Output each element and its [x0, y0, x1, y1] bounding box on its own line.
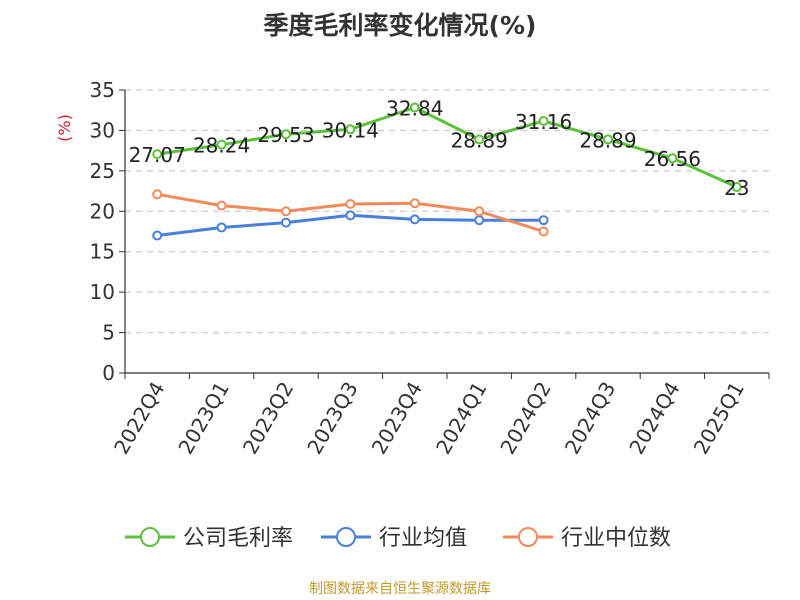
series-line — [155, 106, 739, 189]
data-label: 32.84 — [386, 96, 443, 120]
legend-label: 行业均值 — [379, 526, 467, 551]
legend-marker — [336, 527, 356, 547]
x-tick-label: 2023Q3 — [302, 378, 362, 459]
data-point — [281, 206, 291, 217]
series-lines — [152, 102, 742, 241]
source-note: 制图数据来自恒生聚源数据库 — [309, 581, 491, 597]
x-tick-label: 2024Q4 — [624, 378, 684, 459]
x-tick-label: 2023Q2 — [238, 378, 298, 459]
y-tick-label: 5 — [102, 321, 115, 345]
data-point — [409, 214, 420, 225]
data-label: 26.56 — [644, 147, 701, 171]
data-labels: 27.07 28.24 29.53 30.14 32.84 28.89 31.16 28.89… — [129, 96, 750, 200]
x-tick-label: 2024Q1 — [431, 378, 491, 459]
data-point — [216, 139, 227, 150]
data-label: 28.24 — [193, 134, 250, 158]
data-point — [538, 215, 549, 226]
data-point — [667, 153, 678, 164]
data-label: 29.53 — [257, 123, 314, 147]
data-point — [731, 182, 742, 193]
chart-title: 季度毛利率变化情况(%) — [263, 11, 537, 40]
y-tick-label: 15 — [90, 240, 115, 264]
data-point — [152, 230, 163, 241]
data-point — [345, 124, 356, 135]
data-point — [152, 149, 163, 160]
data-point — [409, 102, 420, 113]
x-tick-label: 2022Q4 — [109, 378, 169, 459]
data-label: 27.07 — [129, 143, 186, 167]
data-label: 31.16 — [515, 110, 572, 134]
y-tick-label: 35 — [90, 78, 115, 102]
data-point — [345, 210, 356, 221]
x-tick-label: 2023Q1 — [173, 378, 233, 459]
data-point — [216, 200, 227, 211]
data-point — [474, 206, 485, 217]
data-point — [152, 189, 163, 200]
data-point — [281, 129, 291, 140]
data-label: 28.89 — [451, 128, 508, 152]
data-point — [474, 215, 485, 226]
data-point — [474, 134, 485, 145]
legend-marker — [140, 527, 160, 547]
data-label: 28.89 — [579, 128, 636, 152]
data-label: 30.14 — [322, 118, 379, 142]
y-tick-label: 20 — [90, 199, 115, 223]
data-point — [603, 134, 613, 145]
data-point — [409, 198, 420, 209]
x-tick-label: 2025Q1 — [689, 378, 749, 459]
data-point — [538, 116, 549, 127]
y-tick-label: 10 — [90, 280, 115, 304]
y-tick-label: 25 — [90, 159, 115, 183]
x-tick-label: 2024Q3 — [560, 378, 620, 459]
x-tick-label: 2024Q2 — [495, 378, 555, 459]
grid-lines — [125, 89, 769, 334]
y-tick-label: 0 — [102, 361, 115, 385]
legend-label: 行业中位数 — [561, 526, 671, 551]
data-label: 23 — [724, 176, 749, 200]
data-point — [281, 217, 291, 228]
y-tick-label: 30 — [90, 118, 115, 142]
legend-marker — [518, 527, 538, 547]
legend-label: 公司毛利率 — [183, 526, 293, 551]
x-tick-label: 2023Q4 — [367, 378, 427, 459]
legend: 公司毛利率 行业均值 行业中位数 — [125, 526, 671, 551]
y-axis-unit-label: (%) — [55, 114, 74, 142]
data-point — [345, 199, 356, 210]
data-point — [216, 222, 227, 233]
data-point — [538, 226, 549, 237]
